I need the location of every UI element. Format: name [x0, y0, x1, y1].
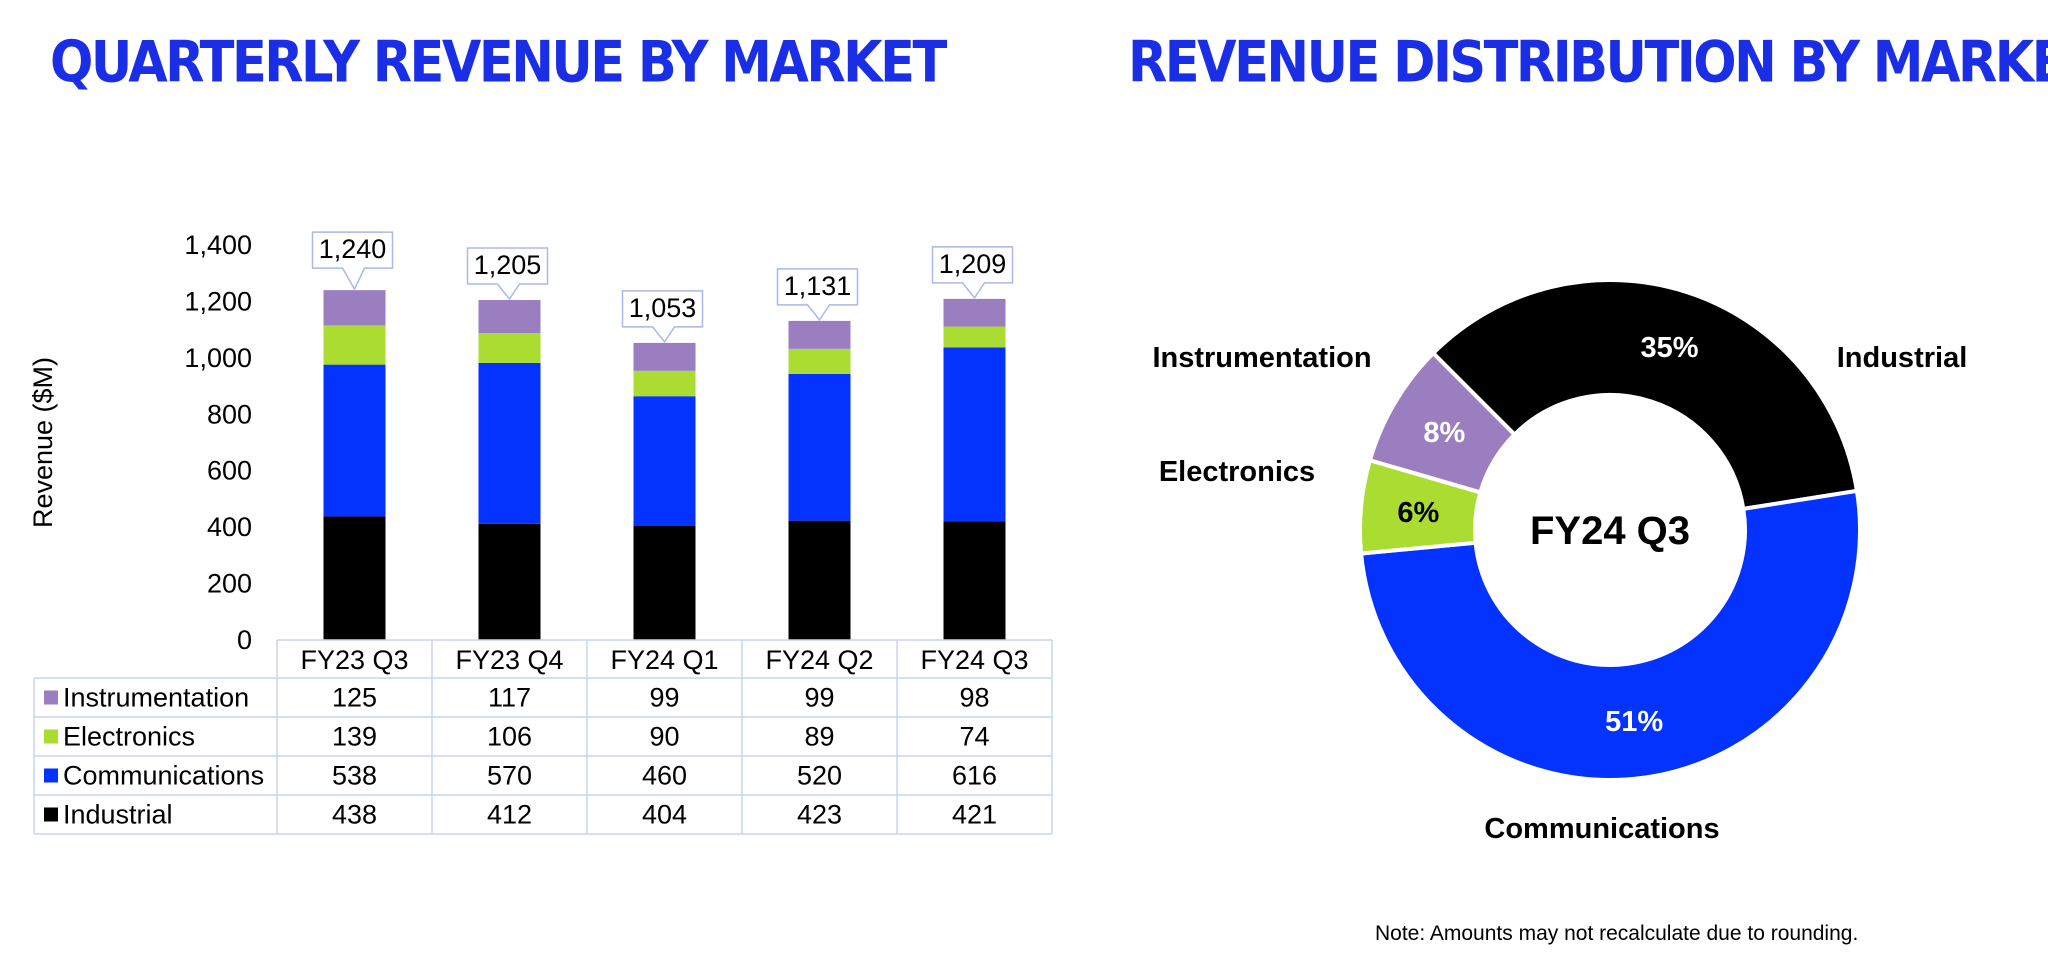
- table-cell-electronics: 106: [487, 722, 532, 752]
- table-cell-instrumentation: 117: [488, 683, 531, 713]
- bar-communications-fy24-q1: [633, 396, 696, 527]
- table-cell-instrumentation: 99: [804, 683, 834, 713]
- donut-category-label-industrial: Industrial: [1837, 342, 1968, 374]
- legend-label-industrial: Industrial: [63, 800, 173, 830]
- bar-communications-fy23-q3: [323, 364, 386, 517]
- bar-industrial-fy24-q1: [633, 526, 696, 640]
- total-callout-box: [311, 231, 394, 291]
- y-axis-label: Revenue ($M): [28, 357, 58, 528]
- total-label: 1,053: [629, 293, 697, 323]
- x-category-label: FY24 Q3: [920, 645, 1028, 675]
- bar-communications-fy23-q4: [478, 362, 541, 524]
- y-tick-label: 200: [207, 569, 252, 599]
- legend-swatch-industrial: [44, 807, 58, 822]
- x-category-label: FY24 Q2: [765, 645, 873, 675]
- donut-slice-communications: [1358, 488, 1863, 783]
- legend-label-instrumentation: Instrumentation: [63, 683, 249, 713]
- table-cell-communications: 616: [952, 761, 997, 791]
- donut-chart-title: REVENUE DISTRIBUTION BY MARKET: [1128, 30, 2048, 97]
- donut-category-label-electronics: Electronics: [1159, 456, 1315, 488]
- total-label: 1,209: [939, 249, 1007, 279]
- donut-chart: 35% 51% 6% 8% FY24 Q3 Industrial Communication…: [1152, 277, 1968, 845]
- y-tick-label: 0: [237, 625, 252, 655]
- bar-electronics-fy24-q3: [943, 326, 1006, 348]
- bar-industrial-fy24-q3: [943, 521, 1006, 640]
- table-cell-industrial: 438: [332, 800, 377, 830]
- x-category-label: FY23 Q4: [455, 645, 563, 675]
- table-cell-industrial: 404: [642, 800, 687, 830]
- legend-swatch-instrumentation: [44, 690, 58, 705]
- stacked-bar-chart: Revenue ($M) 0 200 400 600 800 1,000 1,200 1,400…: [28, 230, 1053, 835]
- bar-instrumentation-fy24-q1: [633, 342, 696, 371]
- table-cell-communications: 460: [642, 761, 687, 791]
- table-cell-electronics: 139: [332, 722, 377, 752]
- total-label: 1,205: [474, 250, 542, 280]
- bar-industrial-fy23-q4: [478, 523, 541, 640]
- y-tick-label: 1,200: [184, 286, 252, 316]
- bar-instrumentation-fy24-q3: [943, 298, 1006, 327]
- y-tick-label: 1,000: [184, 343, 252, 373]
- bar-chart-title: QUARTERLY REVENUE BY MARKET: [50, 30, 947, 97]
- table-cell-instrumentation: 98: [959, 683, 989, 713]
- legend-swatch-communications: [44, 768, 58, 783]
- y-tick-label: 1,400: [184, 230, 252, 260]
- x-category-label: FY23 Q3: [300, 645, 408, 675]
- x-category-label: FY24 Q1: [610, 645, 718, 675]
- bar-electronics-fy24-q2: [788, 348, 851, 374]
- slice-percent-communications: 51%: [1605, 706, 1663, 738]
- table-cell-instrumentation: 99: [649, 683, 679, 713]
- total-label: 1,131: [784, 271, 852, 301]
- donut-category-label-communications: Communications: [1484, 813, 1719, 845]
- table-cell-communications: 570: [487, 761, 532, 791]
- y-tick-label: 600: [207, 456, 252, 486]
- table-cell-electronics: 89: [804, 722, 834, 752]
- bar-electronics-fy24-q1: [633, 370, 696, 397]
- bar-industrial-fy24-q2: [788, 520, 851, 640]
- bar-instrumentation-fy24-q2: [788, 320, 851, 349]
- donut-category-label-instrumentation: Instrumentation: [1152, 342, 1371, 374]
- slice-percent-industrial: 35%: [1640, 332, 1698, 364]
- donut-center-label: FY24 Q3: [1530, 509, 1690, 553]
- table-cell-communications: 538: [332, 761, 377, 791]
- table-cell-industrial: 412: [487, 800, 532, 830]
- bar-industrial-fy23-q3: [323, 516, 386, 640]
- total-callout-box: [931, 246, 1014, 300]
- legend-swatch-electronics: [44, 729, 58, 744]
- bar-instrumentation-fy23-q3: [323, 290, 386, 326]
- total-label: 1,240: [319, 234, 387, 264]
- bar-communications-fy24-q3: [943, 347, 1006, 522]
- table-cell-communications: 520: [797, 761, 842, 791]
- slice-percent-electronics: 6%: [1397, 497, 1439, 529]
- table-cell-electronics: 74: [959, 722, 989, 752]
- bar-instrumentation-fy23-q4: [478, 300, 541, 334]
- table-cell-instrumentation: 125: [332, 683, 377, 713]
- bar-communications-fy24-q2: [788, 373, 851, 521]
- total-callout-box: [466, 247, 549, 301]
- table-cell-electronics: 90: [649, 722, 679, 752]
- bar-electronics-fy23-q3: [323, 325, 386, 365]
- donut-slice-instrumentation: [1367, 350, 1518, 495]
- rounding-note: Note: Amounts may not recalculate due to…: [1375, 922, 1859, 945]
- legend-label-electronics: Electronics: [63, 722, 195, 752]
- slice-percent-instrumentation: 8%: [1423, 417, 1465, 449]
- bar-electronics-fy23-q4: [478, 333, 541, 363]
- donut-slice-industrial: [1430, 277, 1860, 512]
- legend-label-communications: Communications: [63, 761, 264, 791]
- total-callout-box: [621, 290, 704, 344]
- y-tick-label: 800: [207, 399, 252, 429]
- table-cell-industrial: 421: [952, 800, 997, 830]
- y-tick-label: 400: [207, 512, 252, 542]
- total-callout-box: [776, 268, 859, 322]
- table-cell-industrial: 423: [797, 800, 842, 830]
